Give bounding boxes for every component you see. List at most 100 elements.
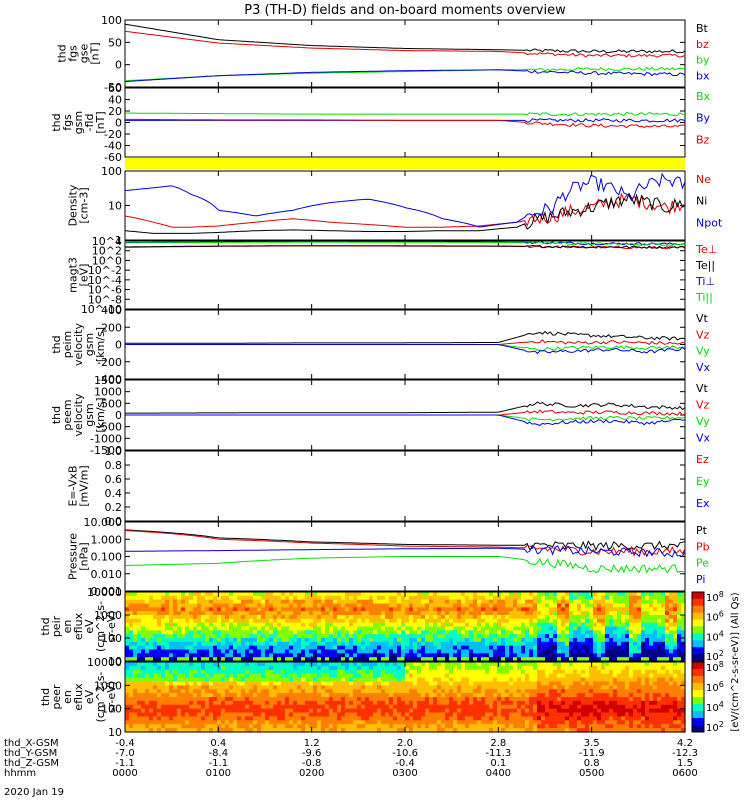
spectrogram-cell [529,673,534,679]
spectrogram-cell [313,700,318,706]
spectrogram-cell [393,653,398,658]
spectrogram-cell [337,728,342,733]
legend-entry: Ne [696,173,711,186]
spectrogram-cell [289,599,294,605]
spectrogram-cell [473,592,478,597]
spectrogram-cell [565,685,570,690]
spectrogram-cell [453,681,458,686]
spectrogram-cell [253,716,258,721]
spectrogram-cell [533,649,538,654]
spectrogram-cell [325,607,330,612]
spectrogram-cell [201,615,206,620]
spectrogram-cell [537,665,542,671]
spectrogram-cell [357,595,362,601]
spectrogram-cell [441,653,446,658]
spectrogram-cell [377,685,382,690]
spectrogram-cell [501,618,506,624]
spectrogram-cell [413,653,418,658]
spectrogram-cell [549,641,554,647]
spectrogram-cell [197,607,202,612]
spectrogram-cell [661,618,666,624]
spectrogram-cell [273,712,278,718]
spectrogram-cell [461,626,466,631]
spectrogram-cell [369,704,374,710]
spectrogram-cell [389,634,394,639]
spectrogram-cell [273,649,278,654]
spectrogram-cell [377,673,382,679]
spectrogram-cell [193,607,198,612]
spectrogram-cell [505,697,510,702]
spectrogram-cell [249,708,254,714]
spectrogram-cell [373,669,378,675]
spectrogram-cell [377,599,382,605]
spectrogram-cell [313,681,318,686]
spectrogram-cell [245,700,250,706]
spectrogram-cell [357,704,362,710]
spectrogram-cell [517,638,522,643]
spectrogram-cell [261,592,266,597]
spectrogram-cell [237,653,242,658]
spectrogram-cell [321,712,326,718]
spectrogram-cell [321,665,326,671]
spectrogram-cell [389,641,394,647]
spectrogram-cell [313,630,318,635]
spectrogram-cell [345,685,350,690]
spectrogram-cell [293,665,298,671]
spectrogram-cell [437,618,442,624]
spectrogram-cell [677,653,682,658]
spectrogram-cell [565,689,570,694]
spectrogram-cell [369,607,374,612]
spectrogram-cell [405,626,410,631]
y-tick-label: 0.6 [105,473,123,486]
spectrogram-cell [629,657,634,662]
spectrogram-cell [461,618,466,624]
spectrogram-cell [557,685,562,690]
spectrogram-cell [473,638,478,643]
spectrogram-cell [521,622,526,628]
spectrogram-cell [561,693,566,698]
spectrogram-cell [421,638,426,643]
spectrogram-cell [585,592,590,597]
spectrogram-cell [357,712,362,718]
spectrogram-cell [513,618,518,624]
spectrogram-cell [337,645,342,651]
spectrogram-cell [413,592,418,597]
spectrogram-cell [429,622,434,628]
spectrogram-cell [489,697,494,702]
spectrogram-cell [193,704,198,710]
spectrogram-cell [329,716,334,721]
spectrogram-cell [137,685,142,690]
spectrogram-cell [633,611,638,616]
spectrogram-cell [281,599,286,605]
spectrogram-cell [485,724,490,729]
spectrogram-cell [153,685,158,690]
spectrogram-cell [181,634,186,639]
spectrogram-cell [377,645,382,651]
spectrogram-cell [269,724,274,729]
spectrogram-cell [325,611,330,616]
spectrogram-cell [221,622,226,628]
spectrogram-cell [313,662,318,667]
spectrogram-cell [621,603,626,608]
spectrogram-cell [541,622,546,628]
spectrogram-cell [309,673,314,679]
spectrogram-cell [497,634,502,639]
spectrogram-cell [249,712,254,718]
spectrogram-cell [153,712,158,718]
spectrogram-cell [561,645,566,651]
spectrogram-cell [333,697,338,702]
spectrogram-cell [417,630,422,635]
spectrogram-cell [297,622,302,628]
spectrogram-cell [489,607,494,612]
spectrogram-cell [465,685,470,690]
spectrogram-cell [181,685,186,690]
spectrogram-cell [293,697,298,702]
spectrogram-cell [421,611,426,616]
spectrogram-cell [429,712,434,718]
spectrogram-cell [333,700,338,706]
spectrogram-cell [205,724,210,729]
spectrogram-cell [377,677,382,683]
spectrogram-cell [633,638,638,643]
spectrogram-cell [265,645,270,651]
spectrogram-cell [237,634,242,639]
